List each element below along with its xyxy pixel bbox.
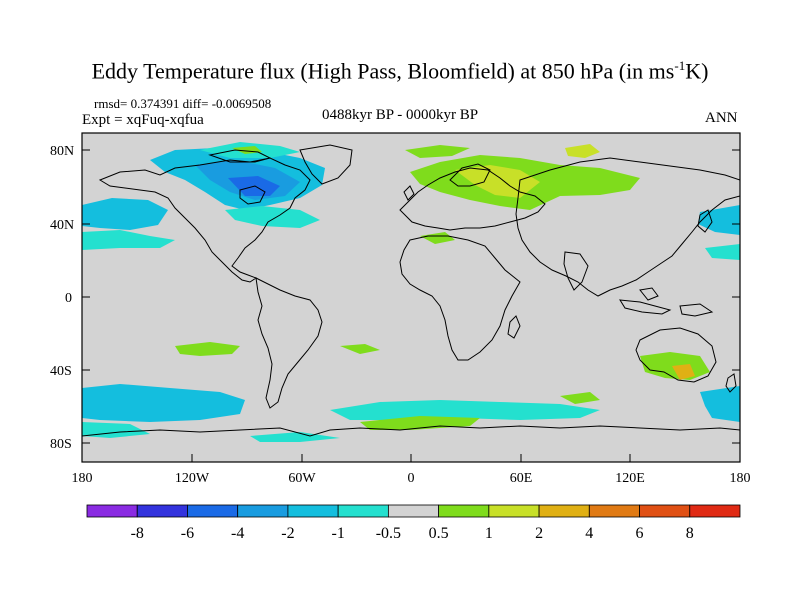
lat-label-40s: 40S [50, 364, 72, 379]
anomaly-region-south-atlantic-green [340, 344, 380, 354]
coastline-antarctica [82, 425, 740, 437]
colorbar-tick-label: 8 [686, 525, 694, 542]
anomaly-region-south-indian [560, 392, 600, 404]
colorbar-tick-label: -8 [131, 525, 144, 542]
colorbar-tick-label: 2 [535, 525, 543, 542]
coastline-asia [515, 157, 740, 297]
colorbar-swatch [639, 504, 691, 518]
longitude-ticks [191, 454, 631, 462]
anomaly-region-east-pacific-2 [705, 244, 740, 260]
colorbar-swatch [488, 504, 540, 518]
experiment-label: Expt = xqFuq-xqfua [82, 112, 204, 128]
colorbar-swatch [387, 504, 440, 518]
colorbar-tick-label: -4 [231, 525, 244, 542]
colorbar-swatch [337, 504, 389, 518]
coastline-madagascar [507, 315, 521, 339]
coastline-british-isles [403, 185, 415, 201]
colorbar-tick-label: -2 [281, 525, 294, 542]
coastline-australia [635, 327, 717, 383]
coastline-borneo [639, 287, 659, 301]
colorbar-tick-label: -1 [331, 525, 344, 542]
coastline-arctic-islands [208, 149, 272, 163]
coastline-scandinavia [449, 163, 491, 187]
lon-label-120w: 120W [175, 471, 210, 486]
coastlines [82, 144, 740, 437]
anomaly-region-antarctic-coast [250, 432, 340, 442]
period-label: 0488kyr BP - 0000kyr BP [322, 107, 479, 123]
coastline-new-zealand [725, 373, 737, 393]
colorbar-tick-label: -6 [181, 525, 194, 542]
lon-label-180w: 180 [72, 471, 93, 486]
coastline-india [563, 251, 589, 291]
colorbar-swatch [538, 504, 590, 518]
lat-label-40n: 40N [50, 218, 74, 233]
colorbar-swatch [287, 504, 339, 518]
latitude-ticks [82, 149, 740, 444]
colorbar-swatch [438, 504, 490, 518]
anomaly-region-north-atlantic-green [405, 145, 470, 158]
anomaly-region-southern-ocean-west [82, 384, 245, 422]
colorbar-swatch [187, 504, 239, 518]
anomaly-region-southern-ocean-east [700, 386, 740, 422]
anomaly-region-southern-ocean-central [330, 400, 600, 420]
colorbar-swatch [689, 504, 741, 518]
colorbar-labels: -8 -6 -4 -2 -1 -0.5 0.5 1 2 4 6 8 [131, 525, 694, 542]
lon-label-60w: 60W [288, 471, 316, 486]
coastline-hudson-bay [239, 185, 266, 205]
season-label: ANN [705, 110, 738, 126]
colorbar-tick-label: 4 [585, 525, 593, 542]
lon-label-0: 0 [408, 471, 415, 486]
colorbar-swatch [588, 504, 640, 518]
colorbar-swatch [136, 504, 188, 518]
stats-label: rmsd= 0.374391 diff= -0.0069508 [94, 96, 272, 111]
colorbar-tick-label: 0.5 [429, 525, 449, 542]
lon-label-120e: 120E [615, 471, 645, 486]
anomaly-region-north-pacific [82, 198, 168, 230]
coastline-south-america [255, 277, 323, 409]
anomaly-region-atlantic-nw [225, 206, 320, 228]
colorbar [86, 504, 741, 518]
lon-label-60e: 60E [510, 471, 533, 486]
plot-title: Eddy Temperature flux (High Pass, Bloomf… [91, 58, 709, 84]
anomaly-region-atlantic-east [420, 232, 455, 244]
coastline-new-guinea [679, 303, 714, 317]
colorbar-tick-label: 6 [636, 525, 644, 542]
colorbar-tick-label: 1 [485, 525, 493, 542]
lat-label-0: 0 [65, 291, 72, 306]
anomaly-region-barents [565, 144, 600, 158]
coastline-europe [399, 167, 546, 231]
lon-label-180e: 180 [730, 471, 751, 486]
lat-label-80n: 80N [50, 144, 74, 159]
colorbar-swatch [237, 504, 289, 518]
colorbar-swatch [86, 504, 138, 518]
anomaly-region-australia-core [672, 364, 695, 380]
anomaly-field [82, 142, 740, 442]
coastline-north-america [98, 157, 311, 283]
coastline-greenland [299, 144, 353, 185]
coastline-indonesia [619, 299, 672, 315]
coastline-japan [697, 209, 713, 233]
anomaly-region-south-pacific-green [175, 342, 240, 356]
coastline-africa [399, 235, 521, 361]
anomaly-region-north-pacific-2 [82, 230, 175, 250]
colorbar-tick-label: -0.5 [376, 525, 401, 542]
lat-label-80s: 80S [50, 437, 72, 452]
